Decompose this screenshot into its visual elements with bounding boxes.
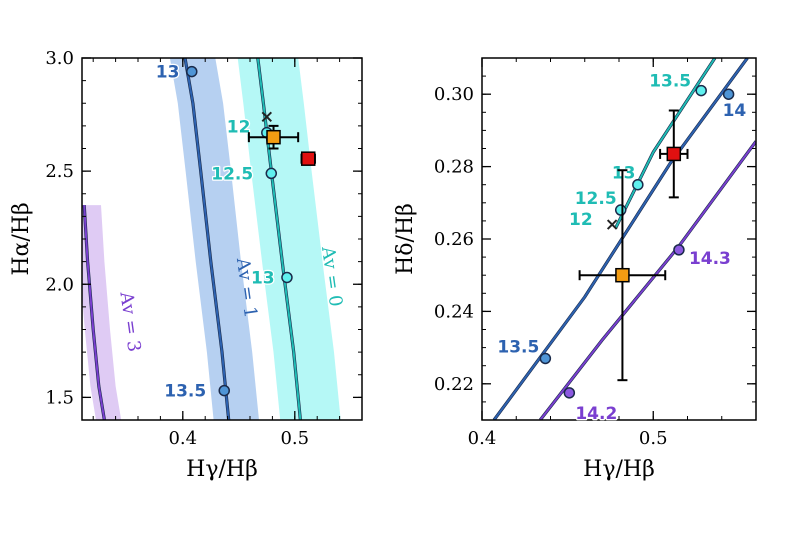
marker-label: 14.3 [689,249,731,269]
x-axis-label: Hγ/Hβ [583,457,655,482]
y-tick-label: 0.24 [434,301,474,322]
series-line-left-0 [256,58,302,420]
y-tick-label: 1.5 [45,387,74,408]
series-line-right-0 [614,58,716,229]
series-marker [218,384,230,397]
series-line-left-2 [83,205,106,420]
observation-red [300,151,316,166]
av-annotation: Av = 3 [115,290,144,354]
marker-label: 12.5 [575,189,617,209]
y-tick-label: 3.0 [45,48,74,69]
axes-frame [481,57,757,421]
y-tick-label: 0.30 [434,84,474,105]
y-tick-label: 0.28 [434,157,474,178]
marker-label: 14 [723,101,747,121]
series-line-right-1 [493,58,749,420]
series-line-right-2 [539,140,756,420]
panel-right: 0.4 0.5 0.22 0.24 0.26 0.28 0.30 Hγ/Hβ Hδ/Hβ 12.5… [393,57,757,482]
series-marker [281,271,293,284]
observation-marker [666,146,682,162]
x-axis-label: Hγ/Hβ [186,457,258,482]
observation-orange [578,169,667,382]
series-marker [614,204,627,216]
y-tick-label: 2.5 [45,161,74,182]
observation-marker [266,129,281,145]
band-left-2 [82,205,122,420]
y-tick-label: 2.0 [45,274,74,295]
y-axis-label: Hα/Hβ [9,202,34,275]
marker-label: 14.2 [575,404,617,424]
band-left-0 [237,58,341,420]
marker-label: 13 [156,63,180,83]
marker-label: 12.5 [211,164,253,184]
series-marker [265,167,278,180]
series-marker [539,352,552,365]
marker-label: 13 [612,164,636,184]
marker-label: 12 [227,118,251,138]
x-tick-label: 0.5 [280,428,309,449]
series-marker [632,178,644,191]
series-marker [186,65,198,78]
series-marker [563,387,576,399]
marker-label: 13.5 [497,337,539,357]
marker-label: 12 [569,210,593,230]
series-marker [673,244,685,256]
marker-label: 13.5 [164,382,206,402]
observation-marker [300,151,316,166]
observation-red [659,109,689,199]
series-marker [695,84,707,97]
cross-marker [261,111,273,123]
observation-orange [247,124,300,150]
marker-label: 13.5 [649,72,691,92]
y-axis-label: Hδ/Hβ [393,203,418,275]
plot-area [492,58,756,420]
plot-area: Av = 0Av = 1Av = 3 [82,58,346,420]
y-tick-label: 0.26 [434,229,474,250]
marker-label: 13 [251,268,275,288]
series-marker [722,88,735,100]
panel-left: Av = 0Av = 1Av = 3 0.4 0.5 1.5 2.0 2.5 3.0 Hγ/H… [9,48,363,482]
x-tick-label: 0.4 [468,428,497,449]
series-line-left-1 [184,58,230,420]
observation-marker [615,267,630,283]
x-tick-label: 0.4 [168,428,197,449]
band-left-1 [169,58,259,420]
x-tick-label: 0.5 [639,428,668,449]
y-tick-label: 0.22 [434,374,474,395]
cross-marker [606,219,618,230]
